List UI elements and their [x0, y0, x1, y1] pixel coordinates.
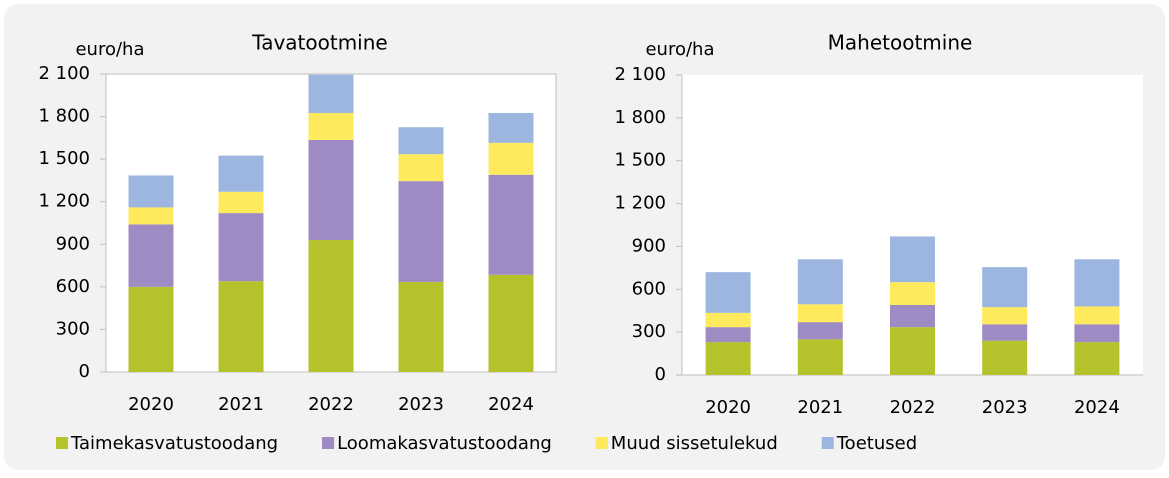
bar-segment	[890, 282, 935, 305]
x-tick-label: 2023	[982, 397, 1028, 418]
bar-segment	[308, 113, 354, 140]
y-tick-label: 0	[655, 364, 666, 385]
bar-segment	[128, 286, 174, 372]
bar-segment	[1074, 306, 1120, 325]
bar-segment	[218, 191, 264, 214]
bar-segment	[218, 155, 264, 192]
bar-segment	[128, 207, 174, 225]
bar-segment	[797, 259, 843, 305]
x-tick-label: 2021	[218, 394, 264, 415]
bar-segment	[982, 324, 1028, 341]
chart-title: Mahetootmine	[828, 31, 973, 55]
y-tick-label: 900	[56, 233, 90, 254]
bar-segment	[128, 175, 174, 208]
chart-title: Tavatootmine	[251, 31, 387, 55]
x-tick-label: 2024	[1074, 397, 1120, 418]
bar-segment	[797, 322, 843, 340]
y-tick-label: 2 100	[614, 64, 666, 85]
y-tick-label: 300	[632, 321, 666, 342]
bar-segment	[797, 304, 843, 323]
bar-segment	[128, 224, 174, 287]
y-tick-label: 1 500	[38, 148, 90, 169]
bar-segment	[982, 307, 1028, 325]
bar-segment	[1074, 342, 1120, 375]
bar-segment	[398, 181, 444, 282]
bar-segment	[488, 174, 534, 275]
bar-segment	[398, 154, 444, 182]
bar-segment	[705, 342, 751, 375]
y-tick-label: 0	[79, 361, 90, 382]
legend-swatch	[821, 437, 834, 449]
bar-segment	[890, 236, 935, 283]
legend-label: Toetused	[836, 433, 917, 454]
bar-segment	[705, 272, 751, 313]
y-tick-label: 2 100	[38, 63, 90, 84]
bar-segment	[398, 127, 444, 155]
y-tick-label: 600	[632, 278, 666, 299]
bar-segment	[890, 305, 935, 328]
y-axis-label: euro/ha	[645, 39, 714, 60]
legend-swatch	[56, 437, 68, 449]
bar-segment	[982, 340, 1028, 375]
bar-segment	[488, 274, 534, 372]
bar-segment	[982, 267, 1028, 308]
y-tick-label: 600	[56, 276, 90, 297]
y-tick-label: 300	[56, 318, 90, 339]
bar-segment	[488, 113, 534, 143]
legend-label: Loomakasvatustoodang	[337, 433, 552, 454]
bar-segment	[797, 339, 843, 375]
y-axis-label: euro/ha	[75, 39, 144, 60]
legend-swatch	[322, 437, 335, 449]
y-tick-label: 900	[632, 235, 666, 256]
bar-segment	[308, 74, 354, 114]
y-tick-label: 1 200	[614, 193, 666, 214]
bar-segment	[218, 281, 264, 372]
x-tick-label: 2020	[128, 394, 174, 415]
y-tick-label: 1 200	[38, 191, 90, 212]
bar-segment	[488, 142, 534, 175]
bar-segment	[705, 327, 751, 343]
bar-segment	[890, 327, 935, 375]
bar-segment	[705, 312, 751, 328]
legend-label: Muud sissetulekud	[611, 433, 778, 454]
bar-segment	[308, 240, 354, 372]
x-tick-label: 2020	[705, 397, 751, 418]
y-tick-label: 1 500	[614, 150, 666, 171]
legend-swatch	[595, 437, 608, 449]
legend-label: Taimekasvatustoodang	[70, 433, 278, 454]
bar-segment	[308, 139, 354, 241]
x-tick-label: 2024	[488, 394, 534, 415]
bar-segment	[398, 281, 444, 372]
x-tick-label: 2022	[890, 397, 936, 418]
x-tick-label: 2023	[398, 394, 444, 415]
x-tick-label: 2021	[797, 397, 843, 418]
bar-segment	[218, 213, 264, 282]
y-tick-label: 1 800	[614, 107, 666, 128]
y-tick-label: 1 800	[38, 106, 90, 127]
bar-segment	[1074, 259, 1120, 307]
x-tick-label: 2022	[308, 394, 354, 415]
bar-segment	[1074, 324, 1120, 343]
